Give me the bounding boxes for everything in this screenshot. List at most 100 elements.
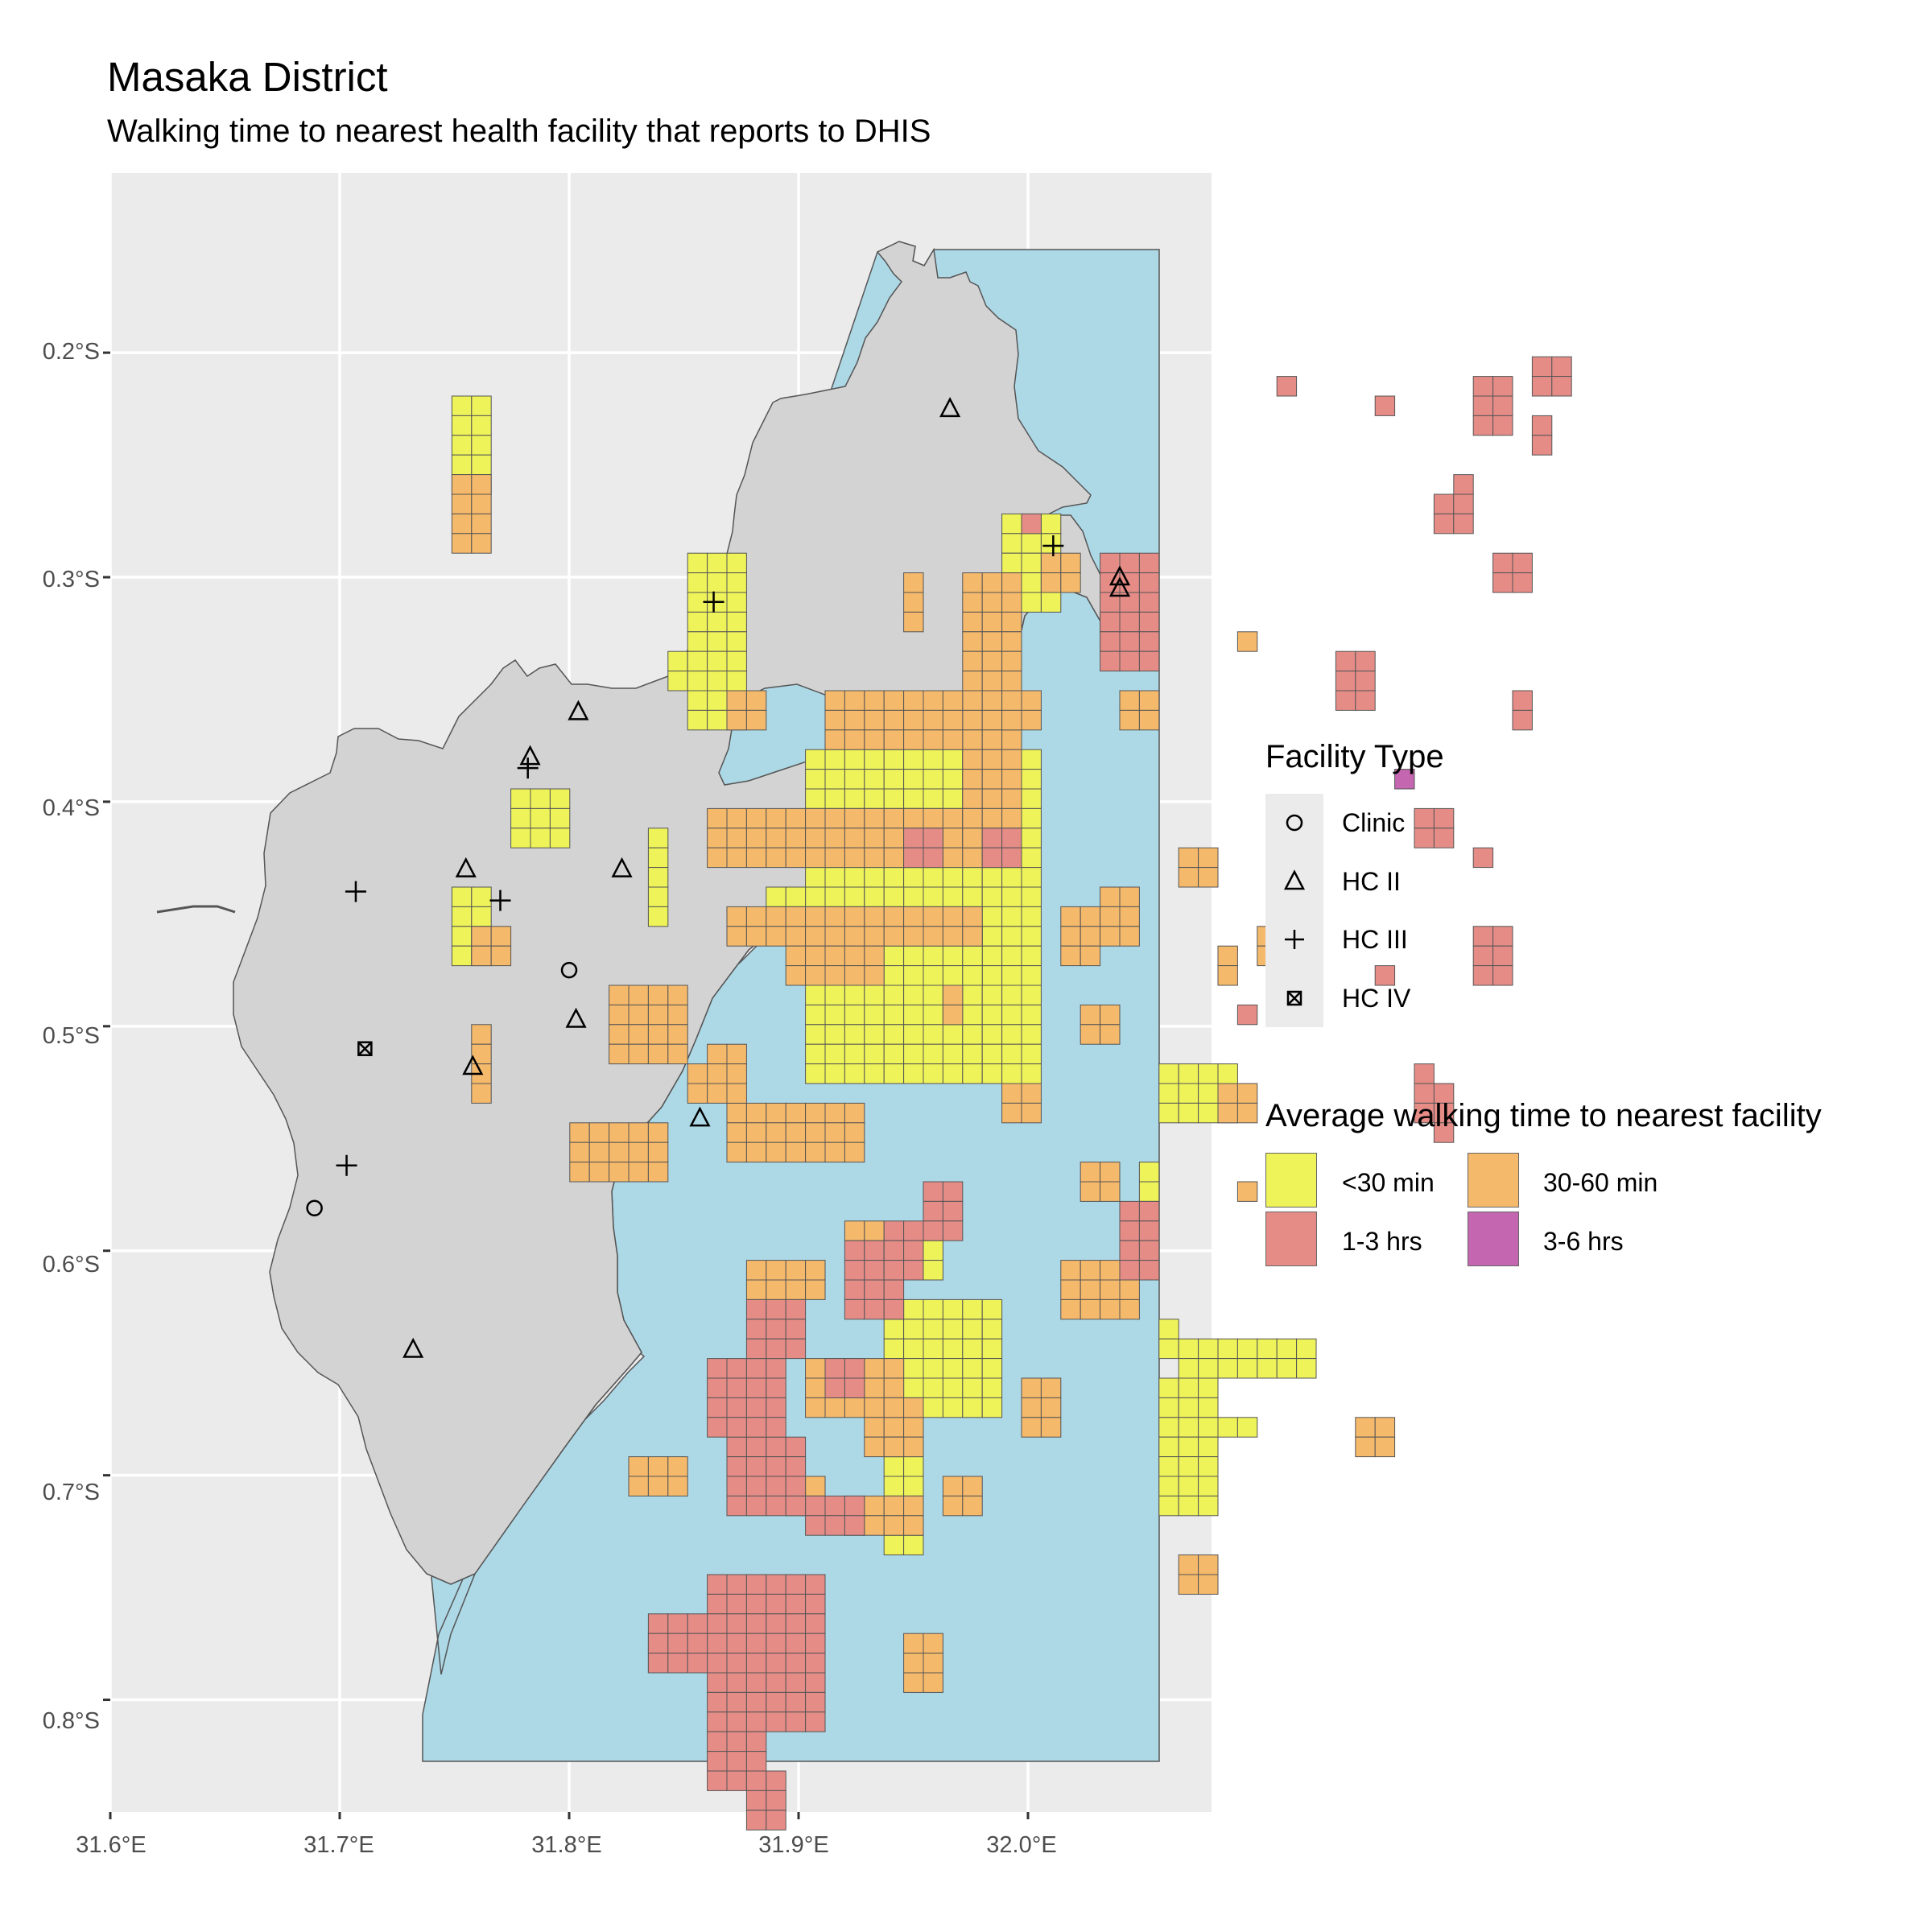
- grid-cell: [471, 945, 492, 967]
- grid-cell: [1001, 552, 1022, 574]
- grid-cell: [805, 1043, 826, 1065]
- grid-cell: [805, 807, 826, 829]
- grid-cell: [883, 1220, 905, 1241]
- grid-cell: [471, 493, 492, 514]
- grid-cell: [844, 867, 865, 888]
- grid-cell: [745, 1436, 767, 1458]
- grid-cell: [981, 985, 1003, 1005]
- grid-cell: [1001, 867, 1022, 888]
- grid-cell: [766, 1770, 786, 1791]
- grid-cell: [864, 1298, 885, 1320]
- facility-marker: [462, 1055, 484, 1075]
- grid-cell: [1355, 1417, 1376, 1438]
- y-tick-label: 0.4°S: [42, 795, 100, 821]
- grid-cell: [864, 985, 885, 1005]
- grid-cell: [745, 1790, 767, 1811]
- grid-cell: [824, 886, 845, 907]
- grid-cell: [785, 1613, 807, 1634]
- grid-cell: [962, 1043, 983, 1065]
- grid-cell: [785, 1319, 807, 1340]
- grid-cell: [1021, 1377, 1042, 1398]
- grid-cell: [981, 749, 1003, 770]
- grid-cell: [1021, 945, 1042, 967]
- grid-cell: [766, 1417, 786, 1438]
- grid-cell: [923, 867, 943, 888]
- grid-cell: [942, 867, 964, 888]
- map-subtitle: Walking time to nearest health facility …: [107, 114, 931, 149]
- grid-cell: [1021, 1004, 1042, 1026]
- grid-cell: [883, 1397, 905, 1418]
- grid-cell: [824, 1377, 845, 1398]
- grid-cell: [1236, 1102, 1258, 1124]
- grid-cell: [1100, 1181, 1121, 1202]
- grid-cell: [1001, 690, 1022, 711]
- legend-label-3-6: 3-6 hrs: [1543, 1227, 1624, 1256]
- grid-cell: [1198, 1417, 1219, 1438]
- grid-cell: [726, 1633, 747, 1654]
- grid-cell: [785, 1260, 807, 1281]
- grid-cell: [844, 1004, 865, 1026]
- grid-cell: [785, 1279, 807, 1300]
- legend-label-hc3: HC III: [1342, 925, 1408, 954]
- grid-cell: [981, 1358, 1003, 1379]
- grid-cell: [766, 1298, 786, 1320]
- grid-cell: [981, 671, 1003, 691]
- grid-cell: [903, 886, 924, 907]
- grid-cell: [647, 1122, 669, 1143]
- grid-cell: [745, 1574, 767, 1595]
- grid-cell: [1100, 1260, 1121, 1281]
- grid-cell: [766, 1141, 786, 1163]
- grid-cell: [726, 1476, 747, 1496]
- grid-cell: [451, 533, 473, 554]
- grid-cell: [1021, 985, 1042, 1005]
- grid-cell: [962, 1397, 983, 1418]
- grid-cell: [726, 1653, 747, 1674]
- grid-cell: [903, 847, 924, 869]
- grid-cell: [942, 1220, 964, 1241]
- grid-cell: [1021, 1063, 1042, 1084]
- grid-cell: [785, 1691, 807, 1713]
- grid-cell: [981, 945, 1003, 967]
- grid-cell: [864, 1279, 885, 1300]
- grid-cell: [883, 1024, 905, 1045]
- grid-cell: [647, 906, 669, 927]
- grid-cell: [923, 886, 943, 907]
- grid-cell: [1178, 1417, 1199, 1438]
- grid-cell: [687, 1083, 708, 1104]
- grid-cell: [687, 1063, 708, 1084]
- grid-cell: [981, 631, 1003, 652]
- grid-cell: [942, 828, 964, 848]
- grid-cell: [903, 1534, 924, 1556]
- grid-cell: [609, 1024, 630, 1045]
- grid-cell: [766, 1593, 786, 1615]
- grid-cell: [1021, 886, 1042, 907]
- grid-cell: [942, 1063, 964, 1084]
- grid-cell: [766, 1672, 786, 1693]
- grid-cell: [844, 1279, 865, 1300]
- grid-cell: [1001, 985, 1022, 1005]
- grid-cell: [844, 1298, 865, 1320]
- grid-cell: [667, 1004, 688, 1026]
- grid-cell: [981, 1024, 1003, 1045]
- grid-cell: [1492, 926, 1513, 947]
- grid-cell: [745, 1417, 767, 1438]
- grid-cell: [1178, 1358, 1199, 1379]
- grid-cell: [1040, 572, 1062, 593]
- grid-cell: [824, 1397, 845, 1418]
- grid-cell: [745, 828, 767, 848]
- grid-cell: [883, 1456, 905, 1477]
- grid-cell: [1355, 1436, 1376, 1458]
- grid-cell: [766, 1456, 786, 1477]
- grid-cell: [844, 1102, 865, 1124]
- grid-cell: [1257, 1358, 1278, 1379]
- grid-cell: [1158, 1397, 1179, 1418]
- grid-cell: [824, 867, 845, 888]
- grid-cell: [707, 1417, 728, 1438]
- grid-cell: [1100, 886, 1121, 907]
- grid-cell: [864, 906, 885, 927]
- grid-cell: [903, 1515, 924, 1536]
- grid-cell: [1492, 376, 1513, 397]
- grid-cell: [667, 1456, 688, 1477]
- grid-cell: [923, 1004, 943, 1026]
- grid-cell: [726, 631, 747, 652]
